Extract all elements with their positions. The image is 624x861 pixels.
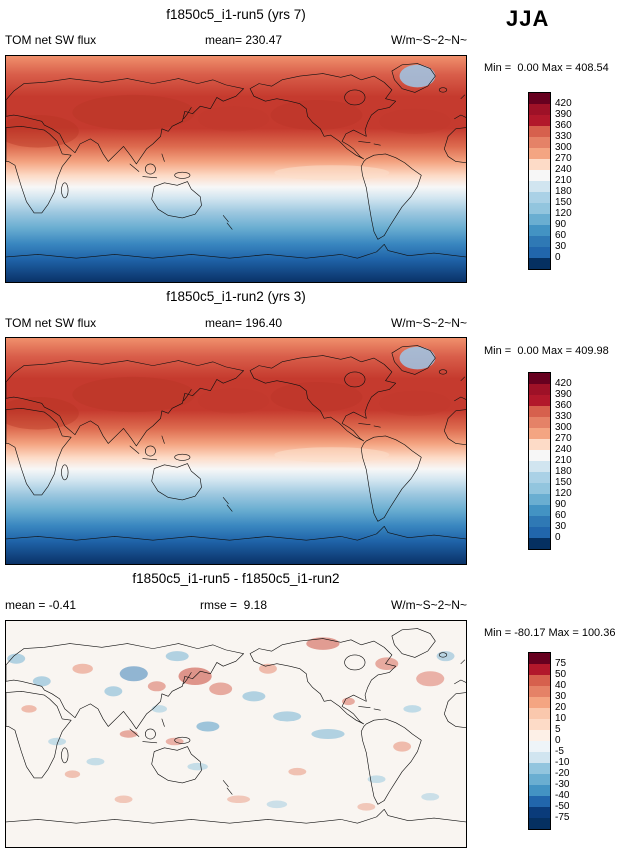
panel3-title: f1850c5_i1-run5 - f1850c5_i1-run2 bbox=[132, 571, 340, 586]
panel3-colorbar: 75 50 40 30 20 10 5 0 -5 -10 -20 -30 -40 -50 -75 bbox=[528, 652, 588, 830]
panel2-title: f1850c5_i1-run2 (yrs 3) bbox=[166, 289, 306, 304]
panel2-minmax: Min = 0.00 Max = 409.98 bbox=[484, 345, 609, 357]
panel3-units-label: W/m~S~2~N~ bbox=[390, 598, 467, 612]
panel1-mean-value: mean= 230.47 bbox=[205, 33, 283, 47]
panel2-stats-row: TOM net SW flux mean= 196.40 W/m~S~2~N~ bbox=[5, 316, 467, 330]
panel1-variable-label: TOM net SW flux bbox=[5, 33, 97, 47]
panel3-rmse-value: rmse = 9.18 bbox=[199, 598, 268, 612]
season-label: JJA bbox=[506, 6, 550, 31]
world-map-run2 bbox=[6, 338, 466, 564]
world-map-difference bbox=[6, 621, 466, 847]
panel1-colorbar: 420 390 360 330 300 270 240 210 180 150 120 90 60 30 0 bbox=[528, 92, 588, 270]
panel1-title: f1850c5_i1-run5 (yrs 7) bbox=[166, 7, 306, 22]
panel2-colorbar: 420 390 360 330 300 270 240 210 180 150 120 90 60 30 0 bbox=[528, 372, 588, 550]
panel2-units-label: W/m~S~2~N~ bbox=[390, 316, 467, 330]
panel3-stats-row: mean = -0.41 rmse = 9.18 W/m~S~2~N~ bbox=[5, 598, 467, 612]
panel1-map bbox=[5, 55, 467, 283]
panel3-mean-value: mean = -0.41 bbox=[5, 598, 77, 612]
panel1-minmax: Min = 0.00 Max = 408.54 bbox=[484, 62, 609, 74]
panel3-map bbox=[5, 620, 467, 848]
panel1-units-label: W/m~S~2~N~ bbox=[390, 33, 467, 47]
panel2-map bbox=[5, 337, 467, 565]
panel3-minmax: Min = -80.17 Max = 100.36 bbox=[484, 627, 616, 639]
panel2-variable-label: TOM net SW flux bbox=[5, 316, 97, 330]
panel2-mean-value: mean= 196.40 bbox=[205, 316, 283, 330]
world-map-run5 bbox=[6, 56, 466, 282]
panel1-stats-row: TOM net SW flux mean= 230.47 W/m~S~2~N~ bbox=[5, 33, 467, 47]
